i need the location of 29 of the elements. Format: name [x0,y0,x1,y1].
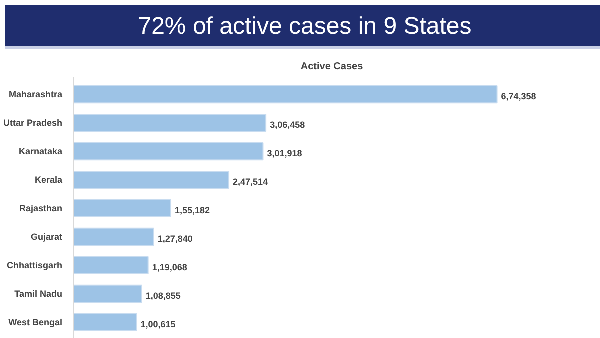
bar [74,228,154,246]
bar [74,142,264,161]
data-label: 3,01,918 [267,148,302,159]
y-tick-label: Tamil Nadu [14,288,63,299]
bar [74,199,172,218]
data-label: 1,55,182 [175,206,210,216]
bar [74,170,230,190]
y-tick-label: Uttar Pradesh [3,118,63,128]
y-tick-label: Karnataka [18,146,64,157]
bar [74,256,149,274]
data-label: 6,74,358 [501,92,536,102]
data-label: 2,47,514 [233,177,268,188]
data-label: 3,06,458 [270,120,306,130]
data-label: 1,00,615 [140,319,176,330]
y-tick-label: Rajasthan [19,204,62,214]
bar [74,284,142,303]
data-label: 1,19,068 [152,262,188,272]
y-tick-label: Chhattisgarh [6,260,63,270]
bar [74,114,267,132]
chart-subtitle: Active Cases [300,62,364,72]
bar [74,313,138,332]
data-label: 1,27,840 [158,234,193,244]
chart-title: 72% of active cases in 9 States [138,12,472,42]
y-tick-label: Kerala [34,175,64,186]
y-tick-label: Maharashtra [8,90,64,100]
y-tick-label: West Bengal [8,317,63,328]
data-label: 1,08,855 [146,290,181,301]
y-tick-label: Gujarat [30,232,63,242]
bar [74,86,498,104]
